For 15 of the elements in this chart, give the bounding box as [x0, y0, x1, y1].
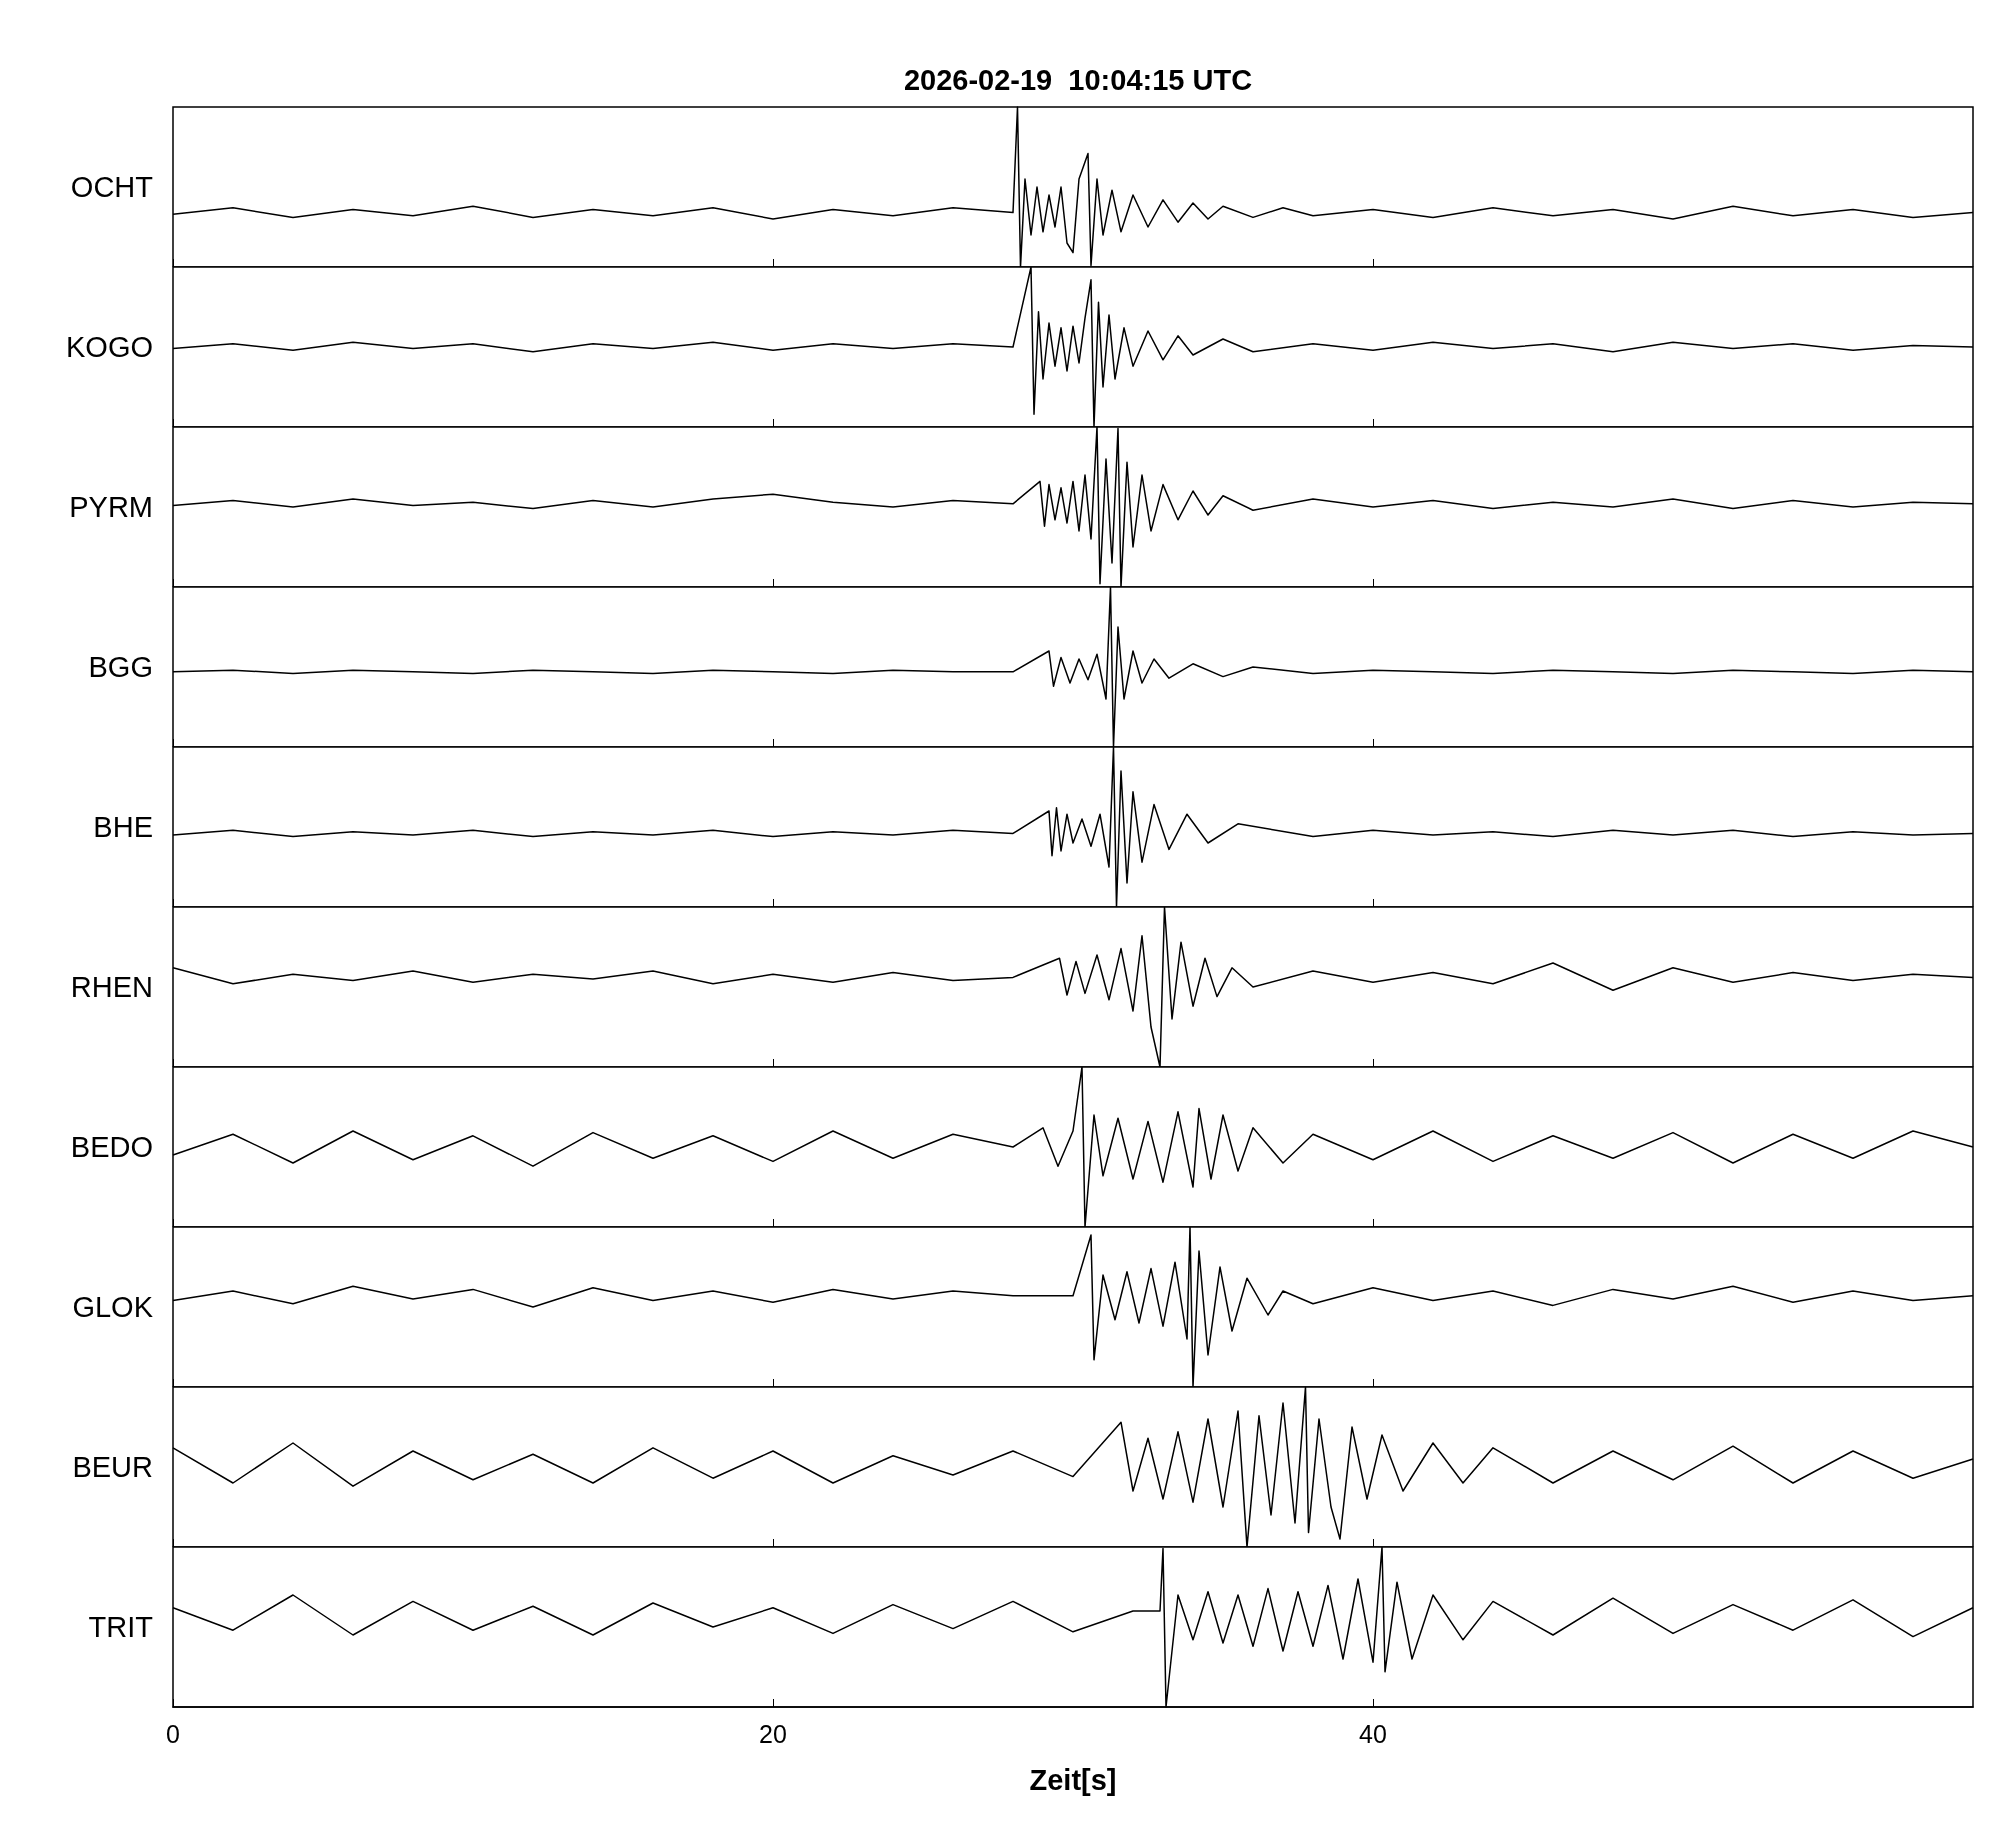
y-axis-title: PYRM — [69, 491, 153, 523]
x-tick-label: 40 — [1359, 1719, 1387, 1748]
y-axis-title: RHEN — [70, 971, 153, 1003]
chart-title: 2026-02-19 10:04:15 UTC — [903, 63, 1253, 96]
x-tick-label: 20 — [759, 1719, 787, 1748]
y-axis-title: TRIT — [88, 1611, 154, 1643]
y-axis-title: GLOK — [72, 1291, 154, 1323]
x-axis-title: Zeit[s] — [1029, 1763, 1117, 1796]
y-axis-title: BEDO — [70, 1131, 153, 1163]
y-axis-title: KOGO — [65, 331, 153, 363]
y-axis-title: BEUR — [72, 1451, 153, 1483]
y-axis-title: OCHT — [70, 171, 154, 203]
y-axis-title: BHE — [93, 811, 153, 843]
x-tick-label: 0 — [166, 1719, 180, 1748]
y-axis-title: BGG — [88, 651, 153, 683]
